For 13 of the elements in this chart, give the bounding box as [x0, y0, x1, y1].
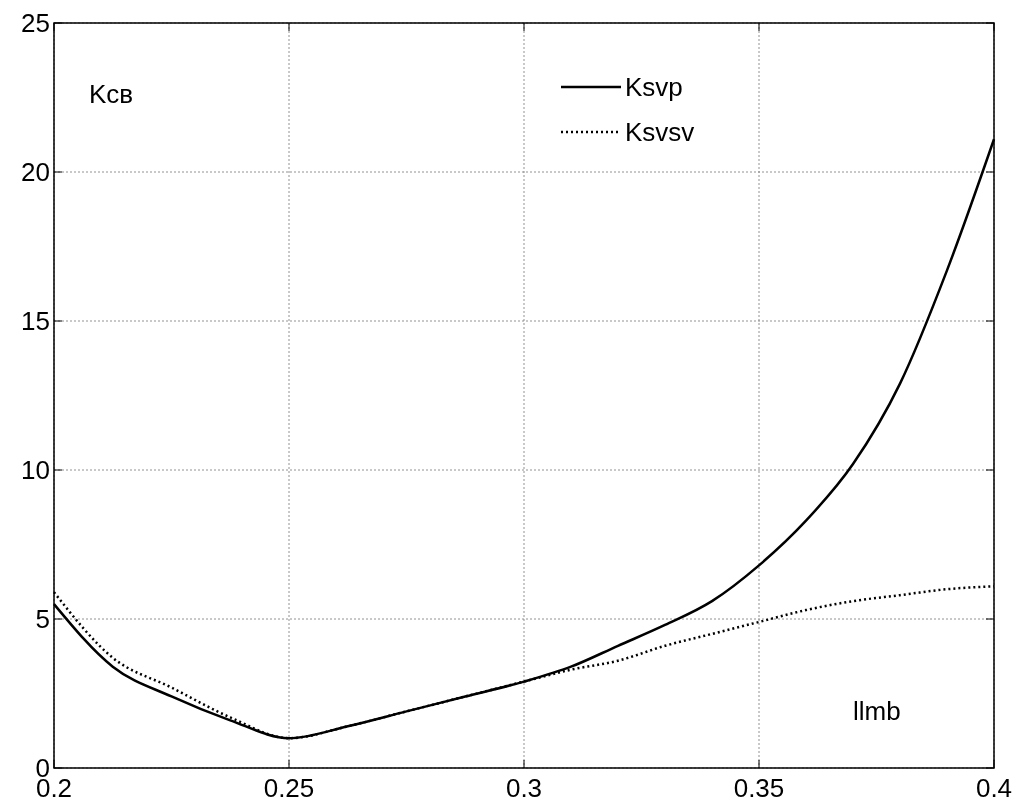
y-tick-label: 5 [35, 604, 50, 635]
x-tick-label: 0.35 [733, 773, 785, 803]
y-axis-title: Kсв [89, 79, 134, 109]
y-tick-label: 25 [21, 8, 50, 39]
y-tick-label: 20 [21, 157, 50, 188]
x-axis-title: llmb [853, 696, 901, 726]
x-tick-label: 0.4 [975, 773, 1013, 803]
legend-label: Ksvsv [625, 117, 695, 148]
legend-label: Ksvp [625, 72, 683, 103]
x-tick-label: 0.3 [505, 773, 543, 803]
x-tick-label: 0.25 [263, 773, 315, 803]
y-tick-label: 10 [21, 455, 50, 486]
y-tick-label: 15 [21, 306, 50, 337]
